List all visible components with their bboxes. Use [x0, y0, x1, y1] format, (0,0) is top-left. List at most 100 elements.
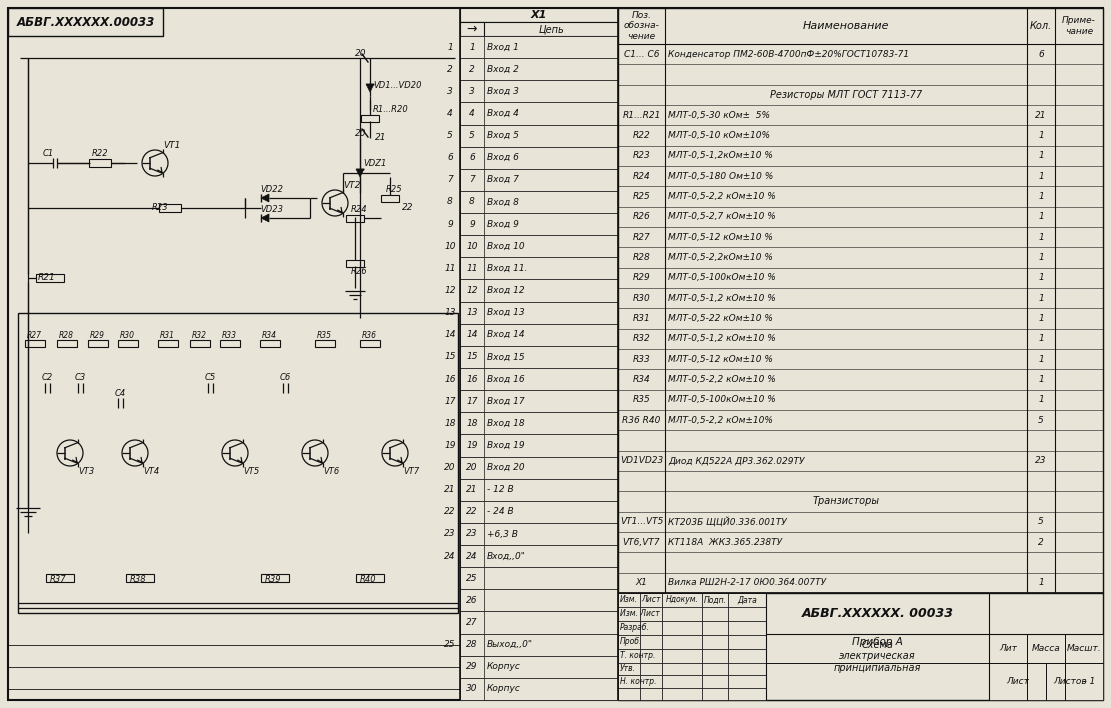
Text: 23: 23: [1035, 457, 1047, 465]
Bar: [460, 191, 618, 213]
Text: Вход 20: Вход 20: [487, 463, 524, 472]
Text: X1: X1: [635, 578, 648, 588]
Text: 5: 5: [1038, 518, 1044, 526]
Text: 29: 29: [467, 662, 478, 671]
Text: МЛТ-0,5-22 кОм±10 %: МЛТ-0,5-22 кОм±10 %: [668, 314, 773, 323]
Text: R25: R25: [632, 192, 650, 201]
Text: 1: 1: [1038, 212, 1044, 222]
Text: МЛТ-0,5-2,7 кОм±10 %: МЛТ-0,5-2,7 кОм±10 %: [668, 212, 775, 222]
Text: 21: 21: [376, 134, 387, 142]
Bar: [460, 302, 484, 324]
Text: R38: R38: [130, 574, 147, 583]
Text: Кол.: Кол.: [1030, 21, 1052, 31]
Bar: [460, 147, 618, 169]
Bar: [989, 663, 1027, 700]
Text: 5: 5: [447, 131, 453, 140]
Text: Вход 11.: Вход 11.: [487, 264, 528, 273]
Text: R34: R34: [632, 375, 650, 384]
Bar: [460, 280, 484, 302]
Text: R31: R31: [160, 331, 176, 340]
Text: Вход 7: Вход 7: [487, 176, 519, 184]
Bar: [1065, 663, 1103, 700]
Bar: [360, 340, 380, 346]
Bar: [618, 593, 640, 607]
Text: 5: 5: [1038, 416, 1044, 425]
Bar: [728, 687, 765, 700]
Text: 1: 1: [1038, 152, 1044, 160]
Text: Вход 16: Вход 16: [487, 375, 524, 384]
Text: 27: 27: [467, 618, 478, 627]
Bar: [460, 368, 484, 390]
Text: R24: R24: [632, 171, 650, 181]
Text: Подп.: Подп.: [703, 595, 727, 605]
Text: МЛТ-0,5-100кОм±10 %: МЛТ-0,5-100кОм±10 %: [668, 395, 775, 404]
Bar: [460, 545, 484, 567]
Bar: [989, 634, 1027, 663]
Text: МЛТ-0,5-2,2кОм±10 %: МЛТ-0,5-2,2кОм±10 %: [668, 253, 773, 262]
Bar: [618, 8, 1103, 593]
Bar: [460, 412, 618, 435]
Text: R37: R37: [50, 574, 67, 583]
Bar: [460, 457, 618, 479]
Text: C4: C4: [116, 389, 127, 397]
Text: Вход 4: Вход 4: [487, 109, 519, 118]
Bar: [460, 80, 618, 103]
Text: 22: 22: [444, 508, 456, 516]
Bar: [702, 687, 728, 700]
Bar: [460, 324, 618, 346]
Bar: [158, 340, 178, 346]
Bar: [18, 313, 458, 613]
Bar: [460, 302, 618, 324]
Text: 22: 22: [402, 203, 413, 212]
Bar: [662, 607, 702, 621]
Text: R23: R23: [632, 152, 650, 160]
Text: VD1VD23: VD1VD23: [620, 457, 663, 465]
Bar: [460, 612, 618, 634]
Bar: [460, 678, 618, 700]
Bar: [460, 22, 618, 36]
Bar: [460, 80, 484, 103]
Text: Вход 18: Вход 18: [487, 419, 524, 428]
Text: АБВГ.XXXXXX. 00033: АБВГ.XXXXXX. 00033: [801, 607, 953, 620]
Text: 3: 3: [447, 87, 453, 96]
Text: 13: 13: [444, 308, 456, 317]
Text: Приме-
чание: Приме- чание: [1062, 16, 1095, 35]
Text: МЛТ-0,5-30 кОм±  5%: МЛТ-0,5-30 кОм± 5%: [668, 110, 770, 120]
Bar: [460, 346, 618, 368]
Bar: [36, 274, 64, 282]
Text: R36: R36: [362, 331, 377, 340]
Text: Вход 14: Вход 14: [487, 331, 524, 339]
Bar: [618, 593, 1103, 700]
Bar: [618, 663, 640, 675]
Text: 1: 1: [1038, 294, 1044, 302]
Text: 1: 1: [1038, 253, 1044, 262]
Bar: [460, 435, 618, 457]
Bar: [346, 215, 364, 222]
Bar: [460, 545, 618, 567]
Text: 7: 7: [447, 176, 453, 184]
Text: 19: 19: [467, 441, 478, 450]
Bar: [460, 257, 484, 280]
Text: R32: R32: [192, 331, 207, 340]
Text: 30: 30: [467, 685, 478, 693]
Bar: [1027, 634, 1065, 663]
Polygon shape: [261, 214, 269, 222]
Text: R29: R29: [90, 331, 106, 340]
Text: 14: 14: [444, 331, 456, 339]
Text: R40: R40: [360, 574, 377, 583]
Bar: [618, 621, 640, 635]
Text: 9: 9: [447, 219, 453, 229]
Text: КТ118А  ЖК3.365.238ТУ: КТ118А ЖК3.365.238ТУ: [668, 537, 782, 547]
Text: 6: 6: [447, 153, 453, 162]
Bar: [460, 147, 484, 169]
Text: 17: 17: [444, 396, 456, 406]
Bar: [640, 663, 662, 675]
Text: 6: 6: [1038, 50, 1044, 59]
Text: VT7: VT7: [403, 467, 419, 476]
Text: 20: 20: [467, 463, 478, 472]
Bar: [662, 635, 702, 649]
Text: Т. контр.: Т. контр.: [620, 651, 655, 660]
Text: 18: 18: [444, 419, 456, 428]
Text: 21: 21: [444, 485, 456, 494]
Text: VT4: VT4: [143, 467, 159, 476]
